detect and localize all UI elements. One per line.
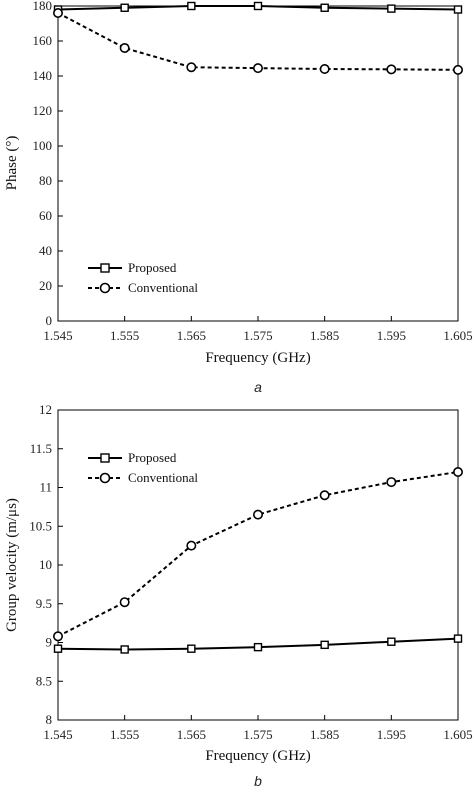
data-point-proposed	[120, 3, 129, 12]
y-tick-label: 9	[46, 635, 53, 650]
legend-marker	[99, 472, 111, 484]
x-axis-title: Frequency (GHz)	[205, 748, 310, 764]
y-tick-label: 8.5	[36, 673, 52, 688]
panel-label: a	[254, 379, 262, 395]
plot-frame	[57, 5, 459, 322]
legend-label: Conventional	[128, 470, 198, 485]
data-point-proposed	[187, 644, 196, 653]
y-tick-label: 8	[46, 712, 53, 727]
x-tick-label: 1.545	[43, 727, 72, 742]
data-point-proposed	[320, 3, 329, 12]
data-point-conventional	[319, 64, 330, 75]
y-tick-label: 11.5	[30, 441, 52, 456]
legend-label: Proposed	[128, 450, 177, 465]
x-tick-label: 1.575	[243, 727, 272, 742]
y-axis-title: Group velocity (m/μs)	[4, 498, 20, 632]
series-group	[52, 466, 463, 654]
legend: Proposed Conventional	[88, 450, 198, 485]
plot-frame	[57, 409, 459, 721]
y-tick-label: 20	[39, 278, 52, 293]
legend: Proposed Conventional	[88, 260, 198, 295]
x-tick-label: 1.605	[443, 328, 472, 343]
y-tick-label: 160	[33, 33, 53, 48]
data-point-conventional	[119, 42, 130, 53]
legend-marker	[100, 263, 110, 273]
y-tick-label: 60	[39, 208, 52, 223]
data-point-proposed	[120, 645, 129, 654]
x-tick-label: 1.575	[243, 328, 272, 343]
y-axis-ticks: 8 8.5 9 9.5 10 10.5 11 11.5 12	[29, 402, 63, 727]
x-tick-label: 1.595	[377, 328, 406, 343]
y-tick-label: 9.5	[36, 596, 52, 611]
data-point-conventional	[253, 509, 264, 520]
x-tick-label: 1.605	[443, 727, 472, 742]
data-point-proposed	[253, 642, 263, 652]
y-tick-label: 12	[39, 402, 52, 417]
data-point-conventional	[253, 63, 264, 74]
y-tick-label: 120	[33, 103, 53, 118]
data-point-conventional	[452, 64, 463, 75]
data-point-proposed	[320, 640, 329, 650]
x-tick-label: 1.545	[43, 328, 72, 343]
y-tick-label: 10.5	[29, 518, 52, 533]
data-point-conventional	[319, 490, 330, 501]
chart-panel-a: 0 20 40 60 80 100 120 140 160 180 1.545 1.555 1.565…	[4, 0, 473, 395]
data-point-proposed	[253, 1, 263, 11]
data-point-conventional	[52, 631, 63, 642]
data-point-conventional	[452, 466, 463, 477]
y-tick-label: 80	[39, 173, 52, 188]
x-axis-title: Frequency (GHz)	[205, 350, 310, 366]
data-point-conventional	[52, 8, 63, 18]
y-axis-title: Phase (°)	[4, 136, 20, 191]
legend-label: Proposed	[128, 260, 177, 275]
data-point-proposed	[453, 634, 463, 643]
data-point-conventional	[386, 64, 397, 75]
series-group	[52, 1, 463, 75]
y-tick-label: 140	[33, 68, 53, 83]
y-tick-label: 180	[33, 0, 53, 13]
x-axis-ticks: 1.545 1.555 1.565 1.575 1.585 1.595 1.605	[43, 715, 473, 742]
data-point-proposed	[53, 644, 63, 653]
series-line-conventional	[57, 471, 459, 638]
data-point-conventional	[186, 62, 197, 73]
data-point-conventional	[186, 540, 197, 551]
y-tick-label: 11	[39, 480, 52, 495]
data-point-conventional	[386, 477, 397, 488]
x-tick-label: 1.585	[310, 727, 339, 742]
x-axis-ticks: 1.545 1.555 1.565 1.575 1.585 1.595 1.605	[43, 316, 473, 343]
legend-marker	[100, 453, 110, 463]
data-point-proposed	[387, 637, 396, 646]
y-tick-label: 40	[39, 243, 52, 258]
x-tick-label: 1.595	[377, 727, 406, 742]
x-tick-label: 1.555	[110, 727, 139, 742]
panel-label: b	[254, 773, 262, 789]
series-line-conventional	[57, 12, 459, 71]
data-point-conventional	[119, 597, 130, 608]
data-point-proposed	[453, 5, 463, 14]
x-tick-label: 1.555	[110, 328, 139, 343]
data-point-proposed	[187, 1, 196, 11]
y-tick-label: 100	[33, 138, 53, 153]
x-tick-label: 1.565	[177, 727, 206, 742]
data-point-proposed	[387, 4, 396, 13]
legend-marker	[99, 282, 111, 294]
x-tick-label: 1.565	[177, 328, 206, 343]
legend-label: Conventional	[128, 280, 198, 295]
y-tick-label: 0	[46, 313, 53, 328]
x-tick-label: 1.585	[310, 328, 339, 343]
y-tick-label: 10	[39, 557, 52, 572]
